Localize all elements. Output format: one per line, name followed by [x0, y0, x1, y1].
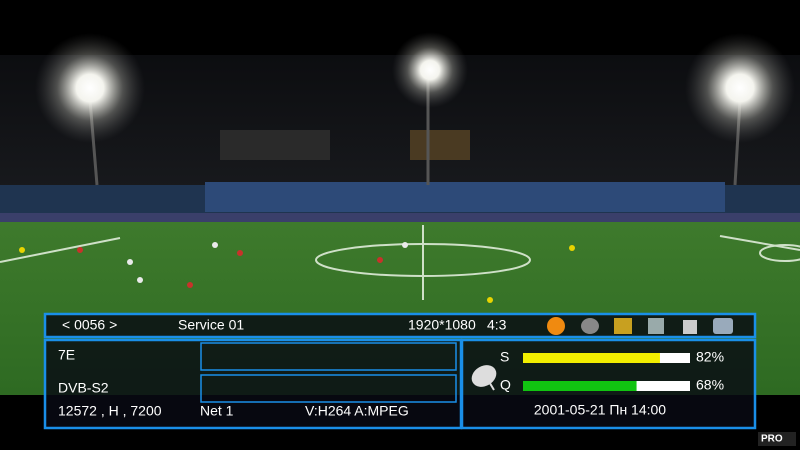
channel-number: < 0056 > [62, 317, 117, 333]
network: Net 1 [200, 403, 234, 419]
signal-value: 68% [696, 377, 724, 393]
status-icons [547, 317, 733, 335]
datetime: 2001-05-21 Пн 14:00 [534, 402, 666, 418]
satellite: 7E [58, 347, 75, 363]
signal-label: S [500, 349, 509, 365]
info-panel [43, 338, 463, 430]
transponder: 12572 , H , 7200 [58, 403, 162, 419]
watermark: PRO [761, 434, 783, 445]
aspect: 4:3 [487, 317, 507, 333]
signal-value: 82% [696, 349, 724, 365]
signal-bar [523, 381, 637, 391]
system: DVB-S2 [58, 380, 109, 396]
input-field [200, 374, 457, 403]
watermark-box [758, 432, 796, 446]
signal-bar [523, 353, 660, 363]
resolution: 1920*1080 [408, 317, 476, 333]
signal-label: Q [500, 377, 511, 393]
top-bar [43, 312, 757, 339]
service-name: Service 01 [178, 317, 244, 333]
codecs: V:H264 A:MPEG [305, 403, 409, 419]
input-field [200, 342, 457, 371]
dish-icon [471, 365, 497, 391]
